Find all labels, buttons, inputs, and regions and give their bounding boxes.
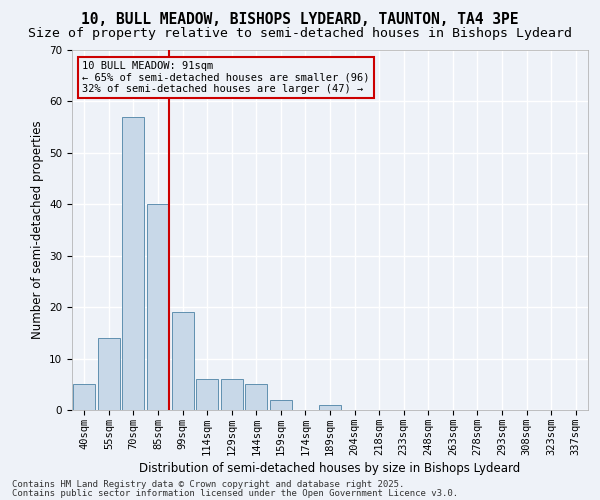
Bar xyxy=(122,117,145,410)
Y-axis label: Number of semi-detached properties: Number of semi-detached properties xyxy=(31,120,44,340)
X-axis label: Distribution of semi-detached houses by size in Bishops Lydeard: Distribution of semi-detached houses by … xyxy=(139,462,521,475)
Text: Contains public sector information licensed under the Open Government Licence v3: Contains public sector information licen… xyxy=(12,488,458,498)
Text: Contains HM Land Registry data © Crown copyright and database right 2025.: Contains HM Land Registry data © Crown c… xyxy=(12,480,404,489)
Bar xyxy=(172,312,194,410)
Bar xyxy=(270,400,292,410)
Bar xyxy=(73,384,95,410)
Bar xyxy=(319,405,341,410)
Bar xyxy=(147,204,169,410)
Text: Size of property relative to semi-detached houses in Bishops Lydeard: Size of property relative to semi-detach… xyxy=(28,28,572,40)
Bar xyxy=(221,379,243,410)
Bar xyxy=(196,379,218,410)
Bar xyxy=(98,338,120,410)
Text: 10 BULL MEADOW: 91sqm
← 65% of semi-detached houses are smaller (96)
32% of semi: 10 BULL MEADOW: 91sqm ← 65% of semi-deta… xyxy=(82,61,370,94)
Text: 10, BULL MEADOW, BISHOPS LYDEARD, TAUNTON, TA4 3PE: 10, BULL MEADOW, BISHOPS LYDEARD, TAUNTO… xyxy=(81,12,519,28)
Bar xyxy=(245,384,268,410)
